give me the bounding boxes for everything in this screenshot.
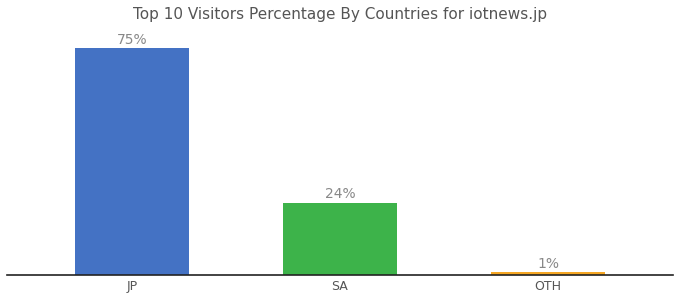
Bar [491,272,605,275]
Bar [283,202,397,275]
Title: Top 10 Visitors Percentage By Countries for iotnews.jp: Top 10 Visitors Percentage By Countries … [133,7,547,22]
Bar [75,48,189,275]
Text: 24%: 24% [324,187,356,201]
Text: 1%: 1% [537,257,559,271]
Text: 75%: 75% [116,33,147,47]
